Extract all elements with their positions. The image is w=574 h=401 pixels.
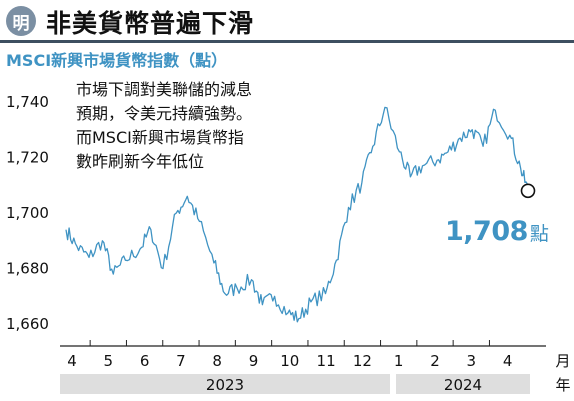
annotation-text: 市場下調對美聯儲的減息 預期，令美元持續強勢。 而MSCI新興市場貨幣指 數昨刷…	[76, 78, 253, 174]
latest-value-callout: 1,708 點	[445, 216, 549, 247]
publisher-badge: 明	[6, 6, 36, 36]
y-tick-label: 1,660	[6, 315, 49, 333]
x-tick-label: 7	[176, 352, 186, 370]
x-tick-label: 2	[430, 352, 440, 370]
annotation-line: 預期，令美元持續強勢。	[76, 104, 253, 123]
x-tick-label: 4	[67, 352, 77, 370]
x-tick-label: 8	[212, 352, 222, 370]
x-tick-label: 4	[503, 352, 513, 370]
y-tick-label: 1,740	[6, 93, 49, 111]
x-axis-label: 月	[555, 352, 570, 370]
annotation-line: 而MSCI新興市場貨幣指	[76, 128, 244, 147]
y-tick-label: 1,700	[6, 204, 49, 222]
year-label: 2024	[444, 376, 482, 394]
latest-value-unit: 點	[529, 223, 549, 245]
series-line	[65, 106, 529, 323]
year-axis-label: 年	[555, 376, 570, 394]
annotation-line: 市場下調對美聯儲的減息	[76, 80, 253, 99]
x-tick-label: 11	[317, 352, 336, 370]
x-tick-label: 10	[280, 352, 299, 370]
x-tick-label: 6	[140, 352, 150, 370]
x-tick-label: 9	[249, 352, 259, 370]
title-rule	[0, 40, 574, 43]
year-band	[396, 374, 530, 394]
annotation-line: 數昨刷新今年低位	[76, 152, 205, 171]
y-tick-label: 1,720	[6, 148, 49, 166]
chart-title: MSCI新興市場貨幣指數（點）	[6, 51, 228, 70]
end-point-marker	[520, 183, 536, 199]
y-tick-label: 1,680	[6, 260, 49, 278]
header: 明 非美貨幣普遍下滑	[0, 0, 574, 42]
page-title: 非美貨幣普遍下滑	[46, 9, 255, 38]
x-tick-label: 1	[394, 352, 404, 370]
latest-value: 1,708	[445, 216, 528, 247]
x-tick-label: 5	[104, 352, 114, 370]
year-label: 2023	[206, 376, 244, 394]
year-band	[60, 374, 390, 394]
x-tick-label: 3	[467, 352, 477, 370]
x-tick-label: 12	[353, 352, 372, 370]
